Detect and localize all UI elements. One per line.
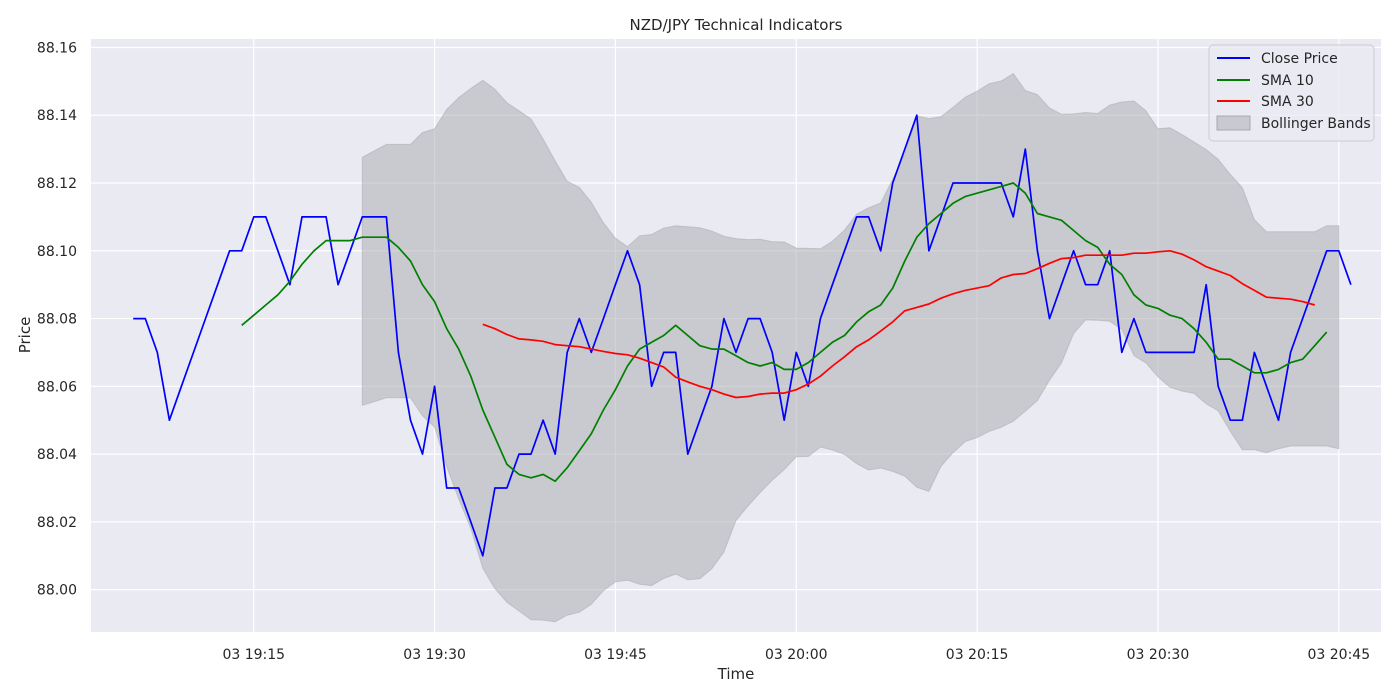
y-tick-label: 88.04 <box>37 447 77 463</box>
x-axis-title: Time <box>717 665 755 683</box>
series-lines <box>133 114 1352 557</box>
legend-label-bollinger-bands: Bollinger Bands <box>1261 116 1371 132</box>
y-axis-ticks: 88.00 88.02 88.04 88.06 88.08 88.10 88.12 88.14… <box>37 40 77 598</box>
x-tick-label: 03 19:15 <box>222 647 285 663</box>
y-axis-title: Price <box>16 317 34 354</box>
y-tick-label: 88.06 <box>37 379 77 395</box>
x-tick-label: 03 20:00 <box>765 647 828 663</box>
legend-label-sma-30: SMA 30 <box>1261 94 1314 110</box>
bollinger-band-fill <box>361 72 1340 623</box>
close-price-line <box>133 114 1352 557</box>
legend: Close Price SMA 10 SMA 30 Bollinger Band… <box>1208 44 1375 142</box>
x-axis-ticks: 03 19:15 03 19:30 03 19:45 03 20:00 03 20:15… <box>222 647 1370 663</box>
x-tick-label: 03 20:30 <box>1127 647 1190 663</box>
chart-title: NZD/JPY Technical Indicators <box>630 16 843 34</box>
sma-30-line <box>482 249 1315 399</box>
sma-10-line <box>241 182 1328 483</box>
legend-label-close-price: Close Price <box>1261 51 1338 67</box>
y-tick-label: 88.08 <box>37 312 77 328</box>
y-tick-label: 88.00 <box>37 583 77 599</box>
x-tick-label: 03 19:30 <box>403 647 466 663</box>
y-tick-label: 88.10 <box>37 244 77 260</box>
x-tick-label: 03 20:15 <box>946 647 1009 663</box>
bollinger-band-area <box>361 72 1340 623</box>
y-tick-label: 88.02 <box>37 515 77 531</box>
x-tick-label: 03 19:45 <box>584 647 647 663</box>
y-tick-label: 88.14 <box>37 108 77 124</box>
y-tick-label: 88.12 <box>37 176 77 192</box>
legend-label-sma-10: SMA 10 <box>1261 73 1314 89</box>
y-tick-label: 88.16 <box>37 40 77 56</box>
legend-swatch-bollinger-bands <box>1216 115 1251 131</box>
x-tick-label: 03 20:45 <box>1307 647 1370 663</box>
